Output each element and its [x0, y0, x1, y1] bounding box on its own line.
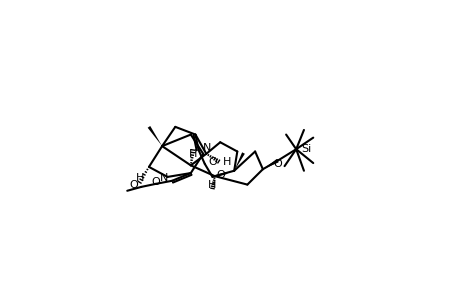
Text: N: N [160, 173, 168, 184]
Text: O: O [151, 176, 160, 187]
Text: H: H [189, 149, 197, 159]
Text: O: O [129, 180, 138, 190]
Text: O: O [208, 157, 217, 166]
Text: O: O [216, 169, 224, 180]
Text: H: H [135, 173, 144, 184]
Text: Si: Si [300, 144, 310, 154]
Text: O: O [273, 159, 281, 169]
Polygon shape [262, 159, 278, 169]
Polygon shape [147, 126, 162, 146]
Polygon shape [234, 152, 244, 171]
Text: N: N [202, 143, 210, 153]
Text: H: H [208, 180, 216, 190]
Text: H: H [222, 157, 230, 166]
